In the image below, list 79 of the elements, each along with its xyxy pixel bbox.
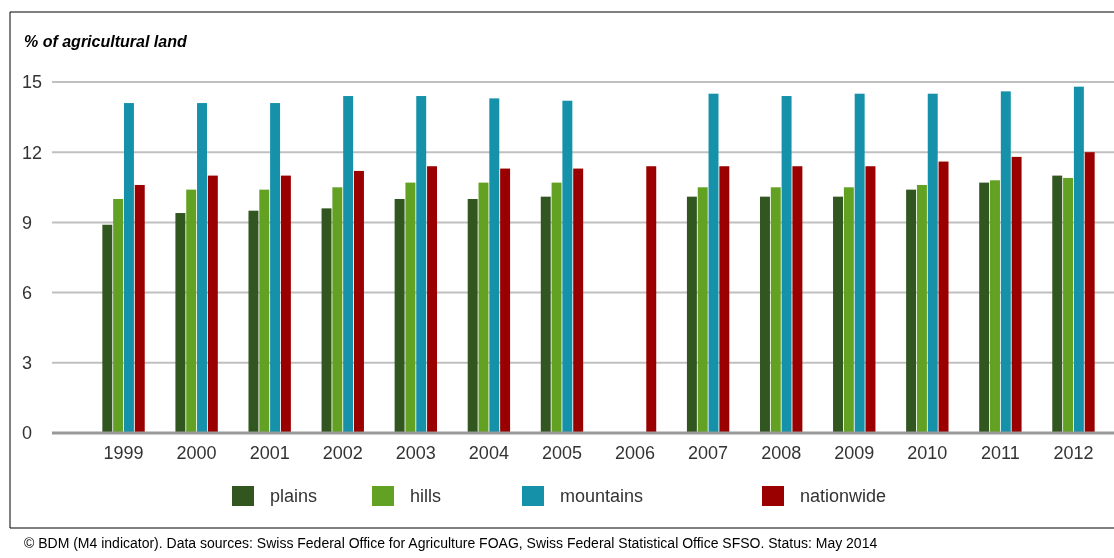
bar	[906, 189, 917, 433]
x-tick-label: 2004	[468, 443, 509, 463]
y-axis-title: % of agricultural land	[24, 33, 188, 50]
bar	[321, 208, 332, 433]
bar	[979, 182, 990, 433]
legend-label: hills	[410, 486, 442, 507]
bar	[938, 161, 949, 433]
y-tick-label: 0	[22, 423, 33, 444]
bar	[113, 199, 124, 433]
x-tick-label: 2012	[1053, 443, 1094, 463]
bar	[719, 166, 730, 433]
x-tick-label: 2005	[541, 443, 582, 463]
bar	[259, 189, 270, 433]
bar	[186, 189, 197, 433]
bar	[1011, 156, 1022, 433]
x-tick-label: 2002	[322, 443, 363, 463]
bar	[759, 196, 770, 433]
bar	[102, 224, 113, 433]
x-tick-label: 2008	[761, 443, 802, 463]
bar	[865, 166, 876, 433]
bar	[1000, 91, 1011, 433]
bar	[343, 96, 354, 433]
bar	[175, 213, 186, 433]
bar	[1052, 175, 1063, 433]
x-tick-label: 2010	[907, 443, 948, 463]
x-tick-label: 2007	[688, 443, 729, 463]
bar	[270, 103, 281, 433]
bar	[1084, 152, 1095, 433]
bar	[854, 93, 865, 433]
legend-label: plains	[270, 486, 318, 507]
bar	[489, 98, 500, 433]
bar	[405, 182, 416, 433]
y-tick-label: 9	[22, 212, 33, 233]
bar	[916, 184, 927, 433]
bar	[540, 196, 551, 433]
bar	[990, 180, 1000, 433]
x-tick-label: 2011	[981, 443, 1020, 463]
bar	[551, 182, 562, 433]
bar	[394, 199, 405, 433]
x-tick-label: 2006	[615, 443, 656, 463]
bar	[708, 93, 719, 433]
x-tick-label: 2001	[249, 443, 290, 463]
bar	[792, 166, 803, 433]
bar	[781, 96, 792, 433]
bar	[467, 199, 478, 433]
bar	[927, 93, 938, 433]
bar	[197, 103, 207, 433]
bar	[833, 196, 844, 433]
text: © BDM (M4 indicator). Data sources: Swiss Federal Office for Agriculture FOAG, Swiss Federal Statistical Office SFSO. Status: May 2014	[24, 535, 878, 551]
x-tick-label: 2009	[834, 443, 875, 463]
bar	[353, 170, 364, 433]
bar	[134, 184, 145, 433]
x-tick-label: 1999	[103, 443, 144, 463]
bar	[332, 187, 343, 433]
y-tick-label: 12	[22, 142, 43, 163]
bar	[427, 166, 438, 433]
bar	[843, 187, 854, 433]
bar	[573, 168, 584, 433]
bar	[123, 103, 134, 433]
bar	[1063, 177, 1074, 433]
bar	[1073, 86, 1084, 433]
y-tick-label: 15	[22, 72, 43, 93]
bar	[280, 175, 291, 433]
x-tick-label: 2000	[176, 443, 217, 463]
y-tick-label: 3	[22, 353, 33, 374]
bar	[646, 166, 657, 433]
legend-label: mountains	[560, 486, 644, 507]
y-tick-label: 6	[22, 282, 33, 303]
bar	[562, 100, 573, 433]
x-tick-label: 2003	[395, 443, 436, 463]
bar	[248, 210, 259, 433]
bar	[416, 96, 427, 433]
bar	[686, 196, 697, 433]
bar	[478, 182, 489, 433]
bar	[770, 187, 781, 433]
bar	[207, 175, 218, 433]
bar	[500, 168, 511, 433]
legend-label: nationwide	[800, 486, 887, 507]
bar	[697, 187, 708, 433]
